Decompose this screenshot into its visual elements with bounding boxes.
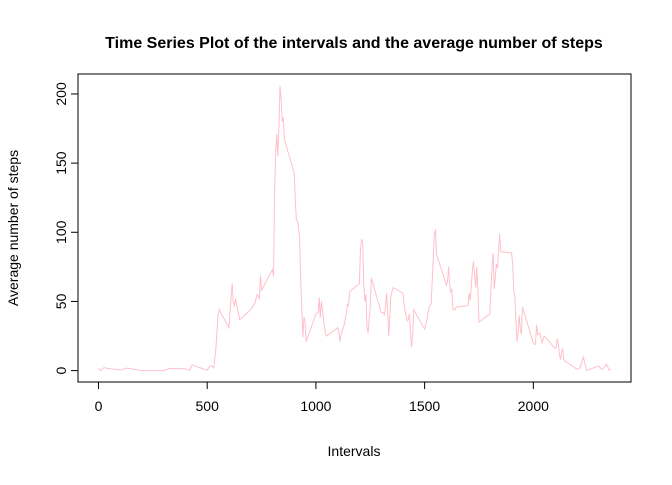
x-tick-label: 1500: [409, 398, 440, 414]
series-line: [98, 85, 611, 372]
x-tick-label: 1000: [300, 398, 331, 414]
y-tick-label: 50: [53, 293, 69, 309]
x-tick-label: 2000: [518, 398, 549, 414]
x-tick-label: 0: [95, 398, 103, 414]
y-tick-label: 200: [53, 82, 69, 106]
y-axis-label: Average number of steps: [5, 150, 21, 306]
y-tick-label: 0: [53, 366, 69, 374]
x-axis-label: Intervals: [328, 443, 381, 459]
y-tick-label: 100: [53, 220, 69, 244]
y-tick-label: 150: [53, 151, 69, 175]
chart-title: Time Series Plot of the intervals and th…: [105, 35, 603, 52]
x-tick-label: 500: [196, 398, 220, 414]
